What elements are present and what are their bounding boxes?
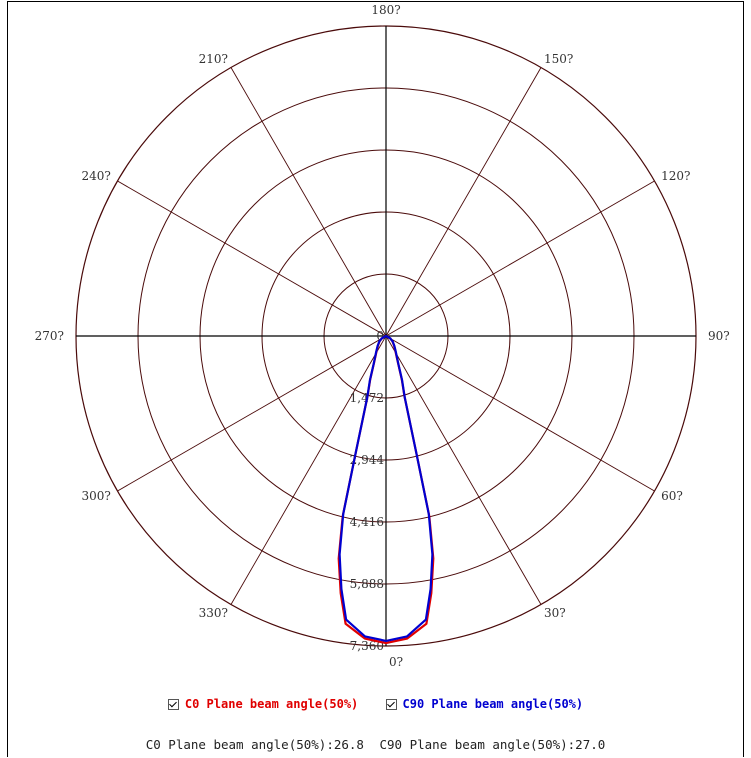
polar-chart: 180? 150? 120? 90? 60? 30? 0? 330? 300? 270? 240? 2… (35, 3, 730, 669)
grid-spoke (230, 335, 387, 605)
angle-label: 90? (708, 329, 730, 343)
radial-tick-label: 4,416 (350, 515, 384, 529)
summary-c0: C0 Plane beam angle(50%):26.8 (145, 737, 364, 752)
grid-spoke (385, 180, 655, 337)
grid-spoke (117, 180, 387, 337)
radial-tick-label: 5,888 (350, 577, 384, 591)
series-curve-c90 (338, 334, 434, 642)
legend-label-c90: C90 Plane beam angle(50%) (402, 697, 584, 711)
angle-label: 150? (544, 52, 573, 66)
grid-spoke (385, 335, 655, 492)
grid-spoke (117, 335, 387, 492)
grid-spoke (385, 67, 542, 337)
angle-label: 270? (35, 329, 64, 343)
c0-checkbox[interactable] (167, 698, 179, 710)
angle-label: 240? (82, 169, 111, 183)
radial-tick-label: 2,944 (350, 453, 385, 467)
chart-frame (7, 1, 744, 757)
angle-label: 0? (389, 655, 403, 669)
legend: C0 Plane beam angle(50%) C90 Plane beam … (0, 697, 751, 713)
legend-label-c0: C0 Plane beam angle(50%) (184, 697, 359, 711)
grid-spoke (385, 335, 542, 605)
legend-item-c0[interactable]: C0 Plane beam angle(50%) (167, 697, 359, 711)
beam-angle-summary: C0 Plane beam angle(50%):26.8 C90 Plane … (0, 737, 751, 752)
angle-label: 120? (661, 169, 690, 183)
c90-checkbox[interactable] (385, 698, 397, 710)
legend-item-c90[interactable]: C90 Plane beam angle(50%) (385, 697, 584, 711)
angle-label: 30? (544, 606, 566, 620)
angle-label: 180? (371, 3, 400, 17)
grid-spoke (230, 67, 387, 337)
angle-label: 330? (199, 606, 228, 620)
radial-tick-label: 7,360 (350, 639, 384, 653)
angle-label: 60? (661, 489, 683, 503)
angle-label: 210? (199, 52, 228, 66)
radial-tick-label: 0 (376, 329, 384, 343)
summary-c90: C90 Plane beam angle(50%):27.0 (379, 737, 606, 752)
angle-label: 300? (82, 489, 111, 503)
